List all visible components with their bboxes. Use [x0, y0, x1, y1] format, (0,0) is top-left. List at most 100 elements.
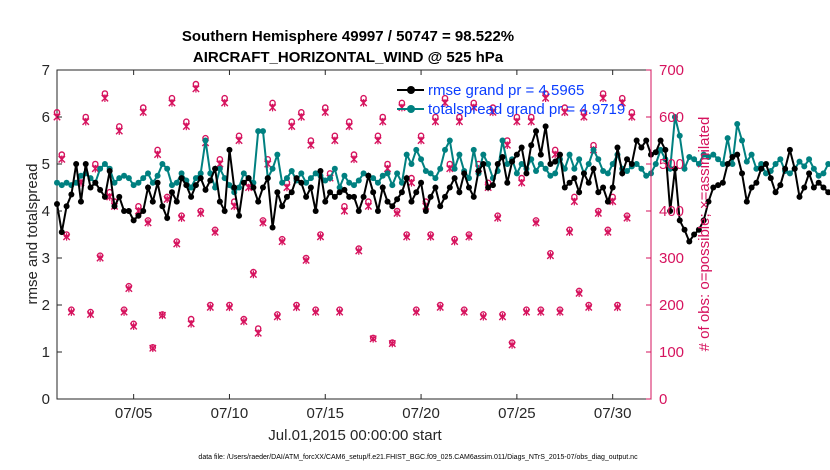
totalspread-point [749, 152, 755, 158]
rmse-point [111, 203, 117, 209]
totalspread-point [203, 138, 209, 144]
y-axis-right-label: # of obs: o=possible; ×=assimilated [696, 117, 713, 352]
rmse-point [504, 180, 510, 186]
y-left-tick-label: 5 [42, 156, 50, 173]
rmse-point [164, 215, 170, 221]
rmse-point [806, 170, 812, 176]
rmse-point [686, 239, 692, 245]
totalspread-point [677, 133, 683, 139]
rmse-point [753, 180, 759, 186]
totalspread-point [500, 138, 506, 144]
rmse-point [78, 199, 84, 205]
rmse-point [509, 159, 515, 165]
rmse-point [59, 229, 65, 235]
rmse-point [801, 185, 807, 191]
rmse-point [682, 227, 688, 233]
x-tick-label: 07/05 [115, 405, 153, 422]
rmse-point [523, 170, 529, 176]
rmse-point [610, 185, 616, 191]
totalspread-point [480, 152, 486, 158]
totalspread-point [543, 166, 549, 172]
legend-rmse-label: rmse grand pr = 4.5965 [428, 82, 584, 99]
x-tick-label: 07/30 [594, 405, 632, 422]
rmse-point [739, 170, 745, 176]
rmse-point [389, 203, 395, 209]
rmse-point [413, 189, 419, 195]
rmse-point [260, 185, 266, 191]
totalspread-point [591, 147, 597, 153]
rmse-point [816, 180, 822, 186]
rmse-point [188, 194, 194, 200]
rmse-point [88, 185, 94, 191]
totalspread-point [155, 173, 161, 179]
rmse-point [236, 213, 242, 219]
rmse-point [552, 159, 558, 165]
rmse-point [140, 208, 146, 214]
rmse-point [279, 203, 285, 209]
y-left-tick-label: 4 [42, 203, 50, 220]
rmse-point [179, 175, 185, 181]
rmse-point [423, 208, 429, 214]
rmse-point [581, 170, 587, 176]
totalspread-point [576, 156, 582, 162]
totalspread-point [404, 152, 410, 158]
rmse-point [270, 224, 276, 230]
chart-subtitle: AIRCRAFT_HORIZONTAL_WIND @ 525 hPa [193, 49, 504, 66]
rmse-point [150, 199, 156, 205]
rmse-point [662, 147, 668, 153]
totalspread-point [744, 159, 750, 165]
rmse-point [135, 213, 141, 219]
rmse-point [586, 180, 592, 186]
totalspread-point [552, 170, 558, 176]
rmse-point [212, 166, 218, 172]
rmse-point [54, 201, 60, 207]
rmse-point [222, 208, 228, 214]
rmse-point [624, 156, 630, 162]
totalspread-point [801, 163, 807, 169]
totalspread-point [538, 161, 544, 167]
rmse-point [116, 194, 122, 200]
rmse-point [744, 199, 750, 205]
rmse-point [533, 128, 539, 134]
rmse-point [725, 161, 731, 167]
totalspread-point [514, 170, 520, 176]
rmse-point [265, 175, 271, 181]
totalspread-point [787, 170, 793, 176]
totalspread-point [274, 152, 280, 158]
rmse-point [107, 168, 113, 174]
totalspread-point [437, 166, 443, 172]
rmse-point [634, 138, 640, 144]
x-tick-label: 07/20 [402, 405, 440, 422]
rmse-point [155, 180, 161, 186]
rmse-point [408, 199, 414, 205]
totalspread-point [725, 135, 731, 141]
totalspread-point [351, 182, 357, 188]
rmse-point [456, 189, 462, 195]
rmse-point [653, 149, 659, 155]
rmse-point [777, 182, 783, 188]
totalspread-point [452, 166, 458, 172]
rmse-point [782, 166, 788, 172]
rmse-point [432, 185, 438, 191]
rmse-point [198, 175, 204, 181]
y-axis-left-label: rmse and totalspread [24, 164, 41, 305]
y-right-tick-label: 700 [659, 62, 684, 79]
totalspread-point [332, 166, 338, 172]
rmse-point [557, 152, 563, 158]
totalspread-point [586, 161, 592, 167]
rmse-point [274, 189, 280, 195]
totalspread-point [471, 147, 477, 153]
rmse-point [126, 208, 132, 214]
y-left-tick-label: 3 [42, 250, 50, 267]
rmse-point [797, 194, 803, 200]
rmse-point [471, 194, 477, 200]
rmse-point [68, 192, 74, 198]
totalspread-point [341, 173, 347, 179]
rmse-point [83, 161, 89, 167]
totalspread-point [298, 170, 304, 176]
plot-area [57, 70, 651, 399]
rmse-point [231, 185, 237, 191]
rmse-point [720, 180, 726, 186]
rmse-point [92, 180, 98, 186]
totalspread-point [279, 180, 285, 186]
